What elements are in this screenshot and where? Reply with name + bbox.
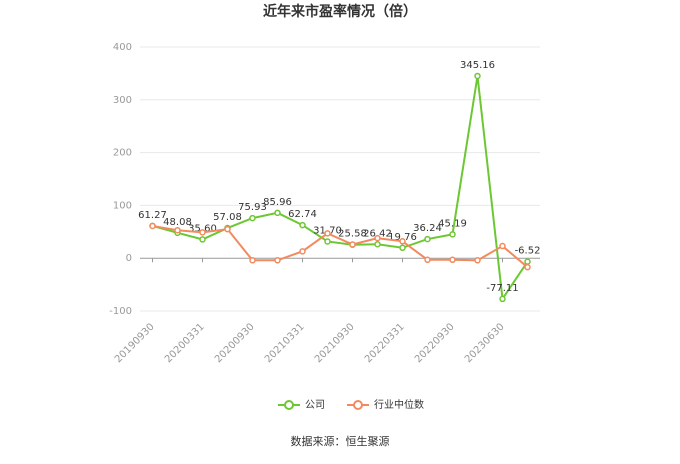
x-tick-label: 20200930 bbox=[213, 321, 257, 365]
data-label: 36.24 bbox=[413, 223, 442, 234]
x-tick-label: 20200331 bbox=[163, 321, 207, 365]
point bbox=[199, 229, 206, 236]
point bbox=[249, 257, 256, 264]
point bbox=[149, 222, 156, 230]
y-tick-label: 100 bbox=[113, 200, 132, 211]
point bbox=[499, 242, 506, 250]
point bbox=[424, 256, 431, 264]
data-label: 26.42 bbox=[363, 228, 392, 239]
y-tick-label: 400 bbox=[113, 42, 132, 53]
legend-marker bbox=[284, 400, 294, 410]
y-tick-label: -100 bbox=[109, 306, 132, 317]
legend-label: 公司 bbox=[305, 400, 325, 411]
point bbox=[174, 226, 181, 234]
point bbox=[374, 241, 381, 248]
x-tick-label: 20190930 bbox=[113, 321, 157, 365]
y-tick-label: 200 bbox=[113, 148, 132, 159]
data-label: 48.08 bbox=[163, 217, 192, 228]
x-tick-label: 20210930 bbox=[313, 321, 357, 365]
chart-title: 近年来市盈率情况（倍） bbox=[263, 3, 417, 20]
legend-marker bbox=[353, 400, 363, 410]
data-label: 345.16 bbox=[460, 60, 495, 71]
data-label: -6.52 bbox=[515, 246, 541, 257]
point bbox=[249, 214, 256, 222]
data-label: -77.11 bbox=[486, 283, 518, 294]
point bbox=[274, 257, 281, 264]
point bbox=[274, 209, 281, 217]
point bbox=[224, 225, 231, 233]
data-label: 85.96 bbox=[263, 197, 292, 208]
point bbox=[474, 257, 481, 264]
point bbox=[399, 238, 406, 245]
point bbox=[324, 238, 331, 245]
data-label: 57.08 bbox=[213, 212, 242, 223]
series-line bbox=[152, 225, 529, 268]
point bbox=[524, 263, 531, 271]
data-label: 75.93 bbox=[238, 202, 267, 213]
data-label: 35.60 bbox=[188, 223, 217, 234]
x-tick-label: 20220331 bbox=[363, 321, 407, 365]
data-label: 19.76 bbox=[388, 232, 417, 243]
point bbox=[449, 231, 456, 238]
x-tick-label: 20220930 bbox=[413, 321, 457, 365]
point bbox=[424, 235, 431, 243]
y-tick-label: 300 bbox=[113, 95, 132, 106]
point bbox=[399, 244, 406, 252]
y-tick-label: 0 bbox=[126, 253, 132, 264]
point bbox=[199, 236, 206, 243]
source-note: 数据来源：恒生聚源 bbox=[291, 434, 390, 448]
point bbox=[349, 241, 356, 248]
data-label: 62.74 bbox=[288, 209, 317, 220]
point bbox=[324, 230, 331, 237]
data-label: 61.27 bbox=[138, 210, 167, 221]
legend-label: 行业中位数 bbox=[374, 398, 424, 411]
data-label: 45.19 bbox=[438, 218, 467, 229]
data-label: 25.58 bbox=[338, 229, 367, 240]
point bbox=[499, 295, 506, 303]
point bbox=[524, 258, 531, 265]
point bbox=[299, 248, 306, 255]
point bbox=[474, 72, 481, 80]
x-tick-label: 20210331 bbox=[263, 321, 307, 365]
x-tick-label: 20230630 bbox=[463, 321, 507, 365]
point bbox=[449, 256, 456, 264]
point bbox=[374, 234, 381, 242]
series-line bbox=[152, 75, 529, 302]
point bbox=[299, 221, 306, 229]
